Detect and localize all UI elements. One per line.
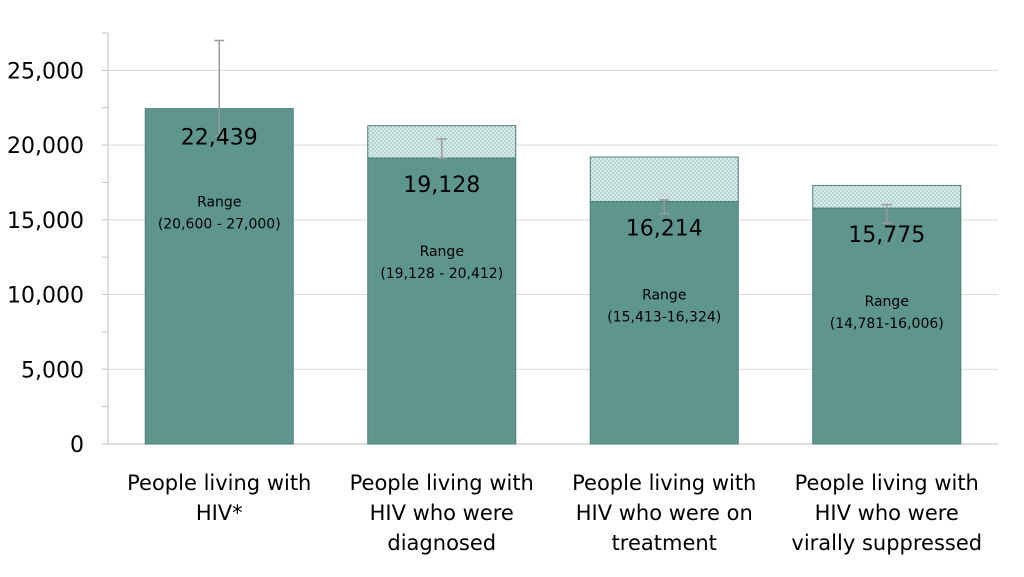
- category-label: diagnosed: [387, 531, 496, 555]
- y-tick-label: 0: [70, 433, 84, 458]
- category-label: virally suppressed: [791, 531, 982, 555]
- y-tick-label: 10,000: [7, 284, 84, 309]
- category-label: People living with: [127, 471, 311, 495]
- y-tick-label: 25,000: [7, 59, 84, 84]
- y-tick-label: 15,000: [7, 209, 84, 234]
- category-label: treatment: [612, 531, 717, 555]
- category-label: People living with: [572, 471, 756, 495]
- bars: [144, 39, 962, 445]
- range-text: (20,600 - 27,000): [158, 217, 281, 233]
- bar: [144, 108, 294, 445]
- value-label: 16,214: [626, 217, 703, 242]
- category-label: HIV who were: [815, 501, 959, 525]
- range-title: Range: [642, 288, 686, 304]
- bar: [589, 201, 739, 445]
- category-label: HIV*: [196, 501, 243, 525]
- range-text: (19,128 - 20,412): [380, 266, 503, 282]
- value-label: 19,128: [403, 173, 480, 198]
- category-label: HIV who were: [370, 501, 514, 525]
- y-tick-label: 20,000: [7, 134, 84, 159]
- range-text: (14,781-16,006): [830, 316, 944, 332]
- bar: [812, 207, 962, 445]
- y-tick-label: 5,000: [21, 358, 84, 383]
- range-title: Range: [865, 294, 909, 310]
- value-label: 15,775: [848, 223, 925, 248]
- range-text: (15,413-16,324): [607, 310, 721, 326]
- range-title: Range: [197, 195, 241, 211]
- labels: 0 5,000 10,000 15,000 20,000 25,000 22,439 Rang…: [7, 59, 982, 555]
- category-label: People living with: [350, 471, 534, 495]
- range-title: Range: [420, 244, 464, 260]
- category-label: HIV who were on: [576, 501, 753, 525]
- bar-range-segment: [589, 156, 739, 203]
- value-label: 22,439: [181, 126, 258, 151]
- category-label: People living with: [795, 471, 979, 495]
- bar: [367, 157, 517, 445]
